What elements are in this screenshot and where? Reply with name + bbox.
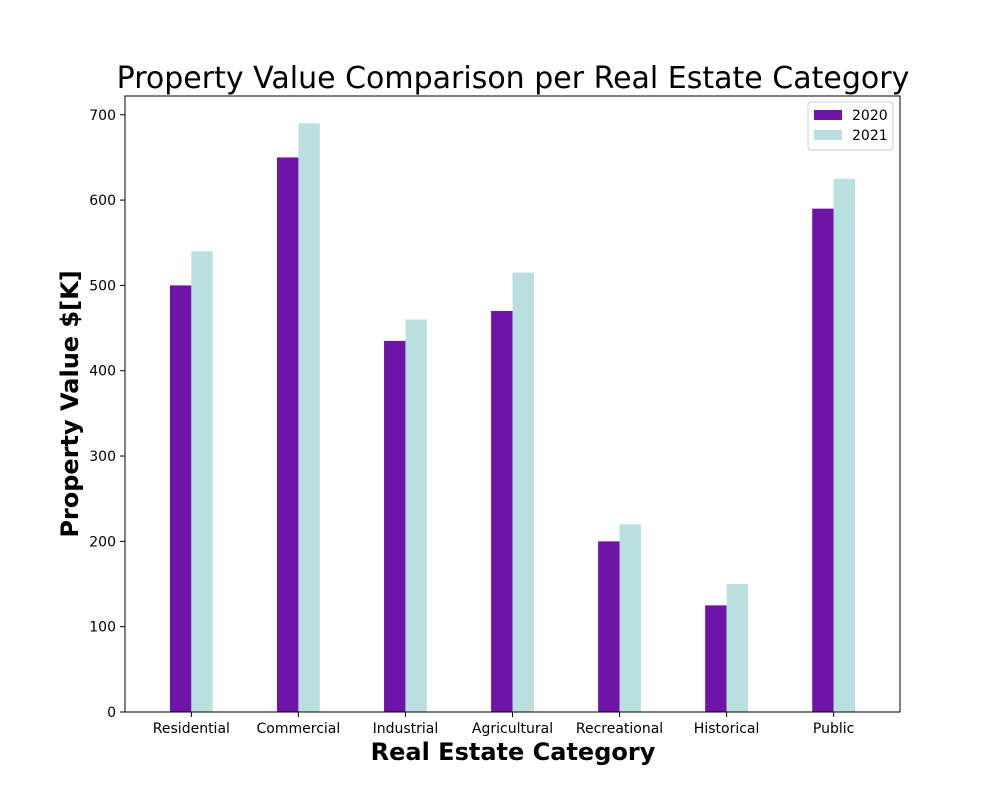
- x-tick-label: Public: [813, 721, 854, 737]
- y-tick-label: 600: [89, 193, 116, 209]
- bar-2021-historical: [726, 584, 748, 712]
- x-tick-label: Historical: [694, 721, 760, 737]
- y-axis-title: Property Value $[K]: [56, 270, 84, 537]
- bar-2021-residential: [191, 251, 213, 712]
- plot-area: 0 100 200 300 400 500 600 700 Residential Commerc…: [89, 95, 901, 737]
- bar-2020-commercial: [277, 157, 299, 712]
- x-tick-label: Industrial: [373, 721, 439, 737]
- y-tick-label: 300: [89, 449, 116, 465]
- bar-2021-recreational: [619, 524, 641, 712]
- x-tick-label: Agricultural: [472, 721, 553, 737]
- y-tick-label: 700: [89, 108, 116, 124]
- x-axis-title: Real Estate Category: [371, 738, 656, 766]
- legend-swatch-2021: [814, 130, 842, 140]
- bar-2021-agricultural: [512, 272, 534, 712]
- bar-2021-industrial: [405, 319, 427, 712]
- legend-label-2021: 2021: [852, 128, 888, 144]
- bar-2020-public: [812, 208, 834, 713]
- bar-2020-historical: [705, 605, 727, 712]
- y-tick-label: 0: [107, 705, 116, 721]
- bar-2020-recreational: [598, 541, 620, 712]
- legend-label-2020: 2020: [852, 108, 888, 124]
- bar-2020-residential: [169, 285, 192, 712]
- y-tick-label: 500: [89, 278, 116, 294]
- y-tick-label: 100: [89, 620, 116, 636]
- bar-2020-industrial: [384, 340, 406, 712]
- x-tick-label: Residential: [153, 721, 230, 737]
- y-tick-label: 400: [89, 364, 116, 380]
- x-tick-label: Recreational: [576, 721, 663, 737]
- x-tick-label: Commercial: [257, 721, 341, 737]
- y-tick-label: 200: [89, 534, 116, 550]
- legend-swatch-2020: [814, 110, 842, 120]
- bar-2020-agricultural: [491, 311, 513, 712]
- bar-2021-public: [833, 178, 856, 712]
- chart-title: Property Value Comparison per Real Estat…: [117, 61, 910, 96]
- bar-2021-commercial: [298, 123, 320, 712]
